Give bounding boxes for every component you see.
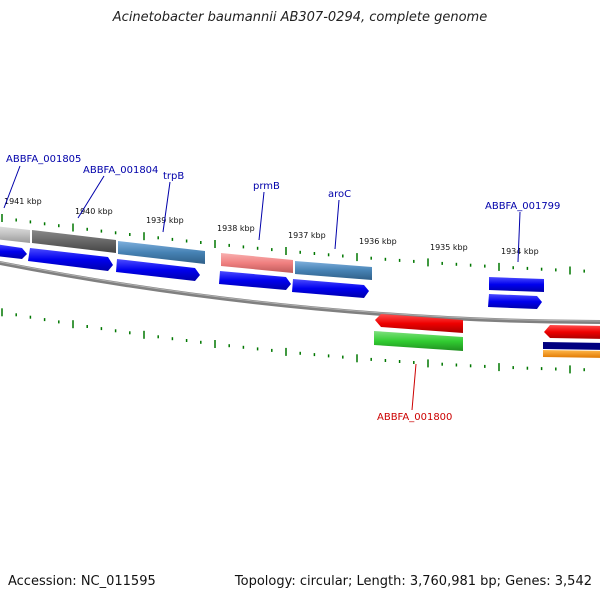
gene-labels: ABBFA_001805 ABBFA_001804 trpB prmB aroC…: [6, 154, 560, 423]
cds-reverse[interactable]: [544, 325, 600, 339]
cds-forward[interactable]: [0, 244, 27, 259]
cds-reverse[interactable]: [375, 314, 463, 333]
gene-label-abbfa-001804[interactable]: ABBFA_001804: [83, 165, 158, 176]
cds-forward[interactable]: [292, 279, 369, 298]
scale-label: 1938 kbp: [217, 224, 255, 233]
scale-label: 1934 kbp: [501, 247, 539, 256]
feature-prmB[interactable]: [221, 253, 293, 273]
feature-trpB[interactable]: [118, 241, 205, 264]
outer-tick-row: [1, 214, 585, 275]
feature-aroC[interactable]: [295, 261, 372, 280]
gene-label-abbfa-001799[interactable]: ABBFA_001799: [485, 201, 560, 212]
inner-tick-row: [1, 308, 585, 374]
feature-navy[interactable]: [543, 342, 600, 350]
feature-orange[interactable]: [543, 350, 600, 358]
cds-forward[interactable]: [488, 294, 542, 309]
scale-label: 1935 kbp: [430, 243, 468, 252]
label-leaders: [3, 165, 521, 411]
genome-backbone: [0, 260, 600, 324]
genome-summary-text: Topology: circular; Length: 3,760,981 bp…: [234, 574, 592, 589]
gene-label-prmB[interactable]: prmB: [253, 181, 280, 192]
scale-label: 1940 kbp: [75, 207, 113, 216]
cds-forward[interactable]: [28, 248, 113, 271]
cds-forward[interactable]: [489, 277, 544, 292]
reverse-cds-track: [374, 314, 600, 358]
scale-label: 1941 kbp: [4, 197, 42, 206]
gene-label-aroC[interactable]: aroC: [328, 189, 351, 200]
feature-track: [0, 226, 372, 280]
gene-label-abbfa-001805[interactable]: ABBFA_001805: [6, 154, 81, 165]
gene-label-trpB[interactable]: trpB: [163, 171, 184, 182]
scale-label: 1937 kbp: [288, 231, 326, 240]
accession-text: Accession: NC_011595: [8, 574, 156, 589]
feature-light-grey[interactable]: [0, 226, 30, 243]
map-title: Acinetobacter baumannii AB307-0294, comp…: [112, 10, 488, 25]
forward-cds-track: [0, 244, 544, 309]
feature-green[interactable]: [374, 331, 463, 351]
feature-dark-grey[interactable]: [32, 230, 116, 253]
gene-label-abbfa-001800[interactable]: ABBFA_001800: [377, 412, 452, 423]
scale-label: 1936 kbp: [359, 237, 397, 246]
cds-forward[interactable]: [116, 259, 200, 281]
cds-forward[interactable]: [219, 271, 291, 290]
